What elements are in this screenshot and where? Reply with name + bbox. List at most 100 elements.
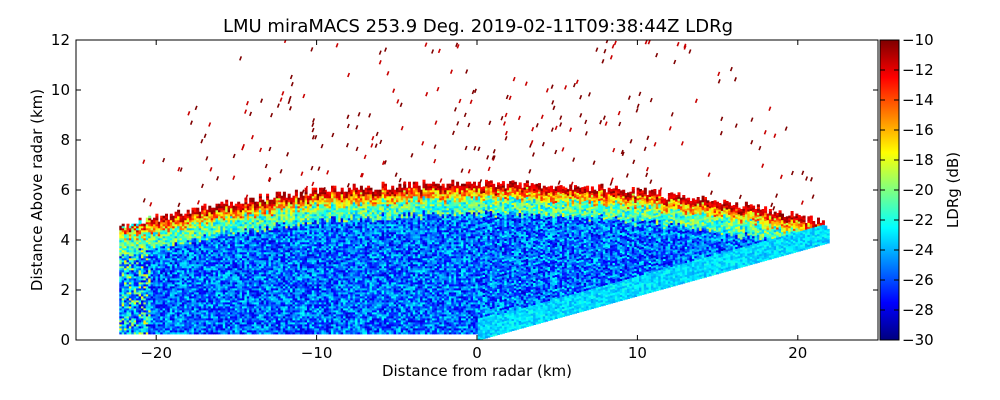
ldr-cell [157,237,161,241]
ldr-cell [232,287,236,291]
ldr-cell [177,299,181,303]
ldr-cell [266,265,270,269]
ldr-cell [148,263,152,267]
ldr-cell [136,285,140,289]
ldr-cell [150,235,154,239]
ldr-cell [249,249,253,253]
ldr-cell [246,239,250,243]
ldr-cell [196,287,200,291]
ldr-cell [210,225,214,229]
ldr-cell [203,321,207,325]
ldr-cell [205,319,209,323]
ldr-cell [275,303,279,307]
ldr-cell [268,219,272,223]
ldr-cell [273,223,277,227]
ldr-cell [126,239,130,243]
ldr-cell [254,309,257,313]
ldr-cell [270,273,274,277]
ldr-cell [131,327,135,331]
ldr-cell [232,331,236,335]
ldr-cell [181,219,185,223]
ldr-cell [239,227,243,231]
ldr-cell [261,211,265,215]
ldr-cell [232,207,236,211]
ldr-cell [232,219,236,223]
ldr-cell [244,305,248,309]
ldr-cell [220,223,224,227]
ldr-cell [148,277,152,281]
ldr-cell [205,243,209,247]
ldr-cell [242,241,245,245]
ldr-cell [131,227,135,231]
ldr-cell [143,225,147,229]
ldr-cell [203,207,207,211]
ldr-cell [150,291,154,295]
ldr-cell [165,283,168,287]
ldr-cell [205,317,209,321]
ldr-cell [172,309,176,313]
ldr-cell [239,271,243,275]
ldr-cell [249,233,253,237]
ldr-cell [249,203,253,207]
ldr-cell [162,299,166,303]
ldr-cell [126,231,130,235]
ldr-cell [128,305,132,309]
ldr-cell [167,251,171,255]
ldr-cell [251,215,255,219]
ldr-cell [155,257,159,261]
ldr-cell [234,215,238,219]
ldr-cell [179,223,183,227]
ldr-cell [162,287,166,291]
ldr-cell [220,321,224,325]
ldr-cell [232,269,236,273]
ldr-cell [268,279,272,283]
ldr-cell [270,253,274,257]
ldr-cell [232,293,236,297]
ldr-cell [145,293,149,297]
ldr-cell [165,271,168,275]
ldr-cell [196,267,200,271]
ldr-cell [263,255,267,259]
ldr-cell [174,325,178,329]
ldr-cell [201,297,205,301]
ldr-cell [145,291,149,295]
ldr-cell [169,289,173,293]
ldr-cell [124,275,128,279]
ldr-cell [177,219,181,223]
ldr-cell [128,279,132,283]
ldr-cell [242,329,245,333]
ldr-cell [198,235,202,239]
ldr-cell [203,319,207,323]
ldr-cell [254,291,257,295]
ldr-cell [256,215,260,219]
ldr-cell [138,277,142,281]
ldr-cell [208,205,212,209]
ldr-cell [126,301,130,305]
ldr-cell [254,253,257,257]
ldr-cell [119,225,123,229]
ldr-cell [191,241,195,245]
ldr-cell [201,317,205,321]
ldr-cell [256,223,260,227]
ldr-cell [126,245,130,249]
ldr-cell [244,205,248,209]
ldr-cell [213,325,217,329]
ldr-cell [174,239,178,243]
ldr-cell [196,323,200,327]
ldr-cell [239,225,243,229]
ldr-cell [232,235,236,239]
ldr-cell [124,229,128,233]
ldr-cell [261,209,265,213]
ldr-cell [210,293,214,297]
ldr-cell [249,317,253,321]
ldr-cell [153,219,156,223]
ldr-cell [124,269,128,273]
ldr-cell [203,299,207,303]
ldr-cell [160,329,164,333]
ldr-cell [256,323,260,327]
ldr-cell [232,297,236,301]
ldr-cell [136,225,140,229]
ldr-cell [213,211,217,215]
ldr-cell [258,309,262,313]
ldr-cell [201,315,205,319]
